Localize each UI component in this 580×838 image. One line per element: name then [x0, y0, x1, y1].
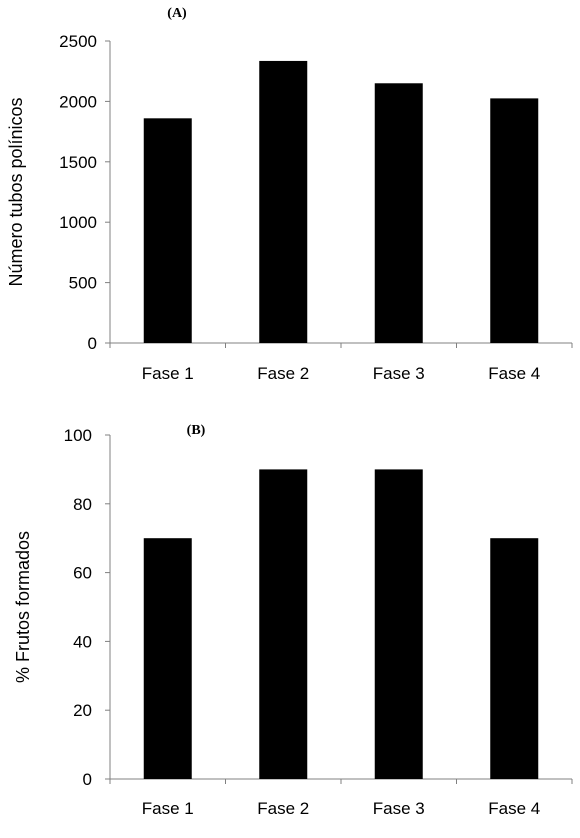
bar-fase-2: [259, 60, 308, 343]
chart-panel-a: (A) 0 500 1000 1500 2000 2500 Fase 1 Fase 2 Fase …: [6, 6, 573, 383]
y-tick-label: 100: [64, 426, 92, 445]
y-axis-title: % Frutos formados: [13, 531, 33, 683]
bar-fase-2: [259, 469, 308, 779]
bar-fase-4: [490, 538, 539, 779]
x-category-label: Fase 4: [488, 364, 540, 383]
panel-label: (B): [187, 423, 206, 438]
y-tick-label: 0: [88, 334, 97, 353]
y-tick-label: 80: [73, 495, 92, 514]
y-tick-label: 2000: [59, 92, 97, 111]
chart-panel-b: (B) 0 20 40 60 80 100 Fase 1 Fase 2 Fase 3 Fase 4%…: [13, 423, 573, 818]
y-tick-label: 40: [73, 632, 92, 651]
bar-fase-1: [143, 538, 192, 779]
bar-fase-3: [374, 83, 423, 343]
y-tick-label: 2500: [59, 32, 97, 51]
bar-fase-1: [143, 118, 192, 343]
y-tick-label: 60: [73, 564, 92, 583]
panel-label: (A): [167, 6, 187, 21]
y-tick-label: 1000: [59, 213, 97, 232]
x-category-label: Fase 3: [373, 799, 425, 818]
x-category-label: Fase 3: [373, 364, 425, 383]
y-axis-title: Número tubos polínicos: [6, 97, 26, 286]
y-tick-label: 1500: [59, 153, 97, 172]
y-tick-label: 20: [73, 701, 92, 720]
y-tick-label: 0: [83, 770, 92, 789]
x-category-label: Fase 2: [257, 364, 309, 383]
bar-fase-4: [490, 98, 539, 343]
x-category-label: Fase 1: [142, 799, 194, 818]
bar-fase-3: [374, 469, 423, 779]
y-tick-label: 500: [69, 274, 97, 293]
x-category-label: Fase 1: [142, 364, 194, 383]
x-category-label: Fase 2: [257, 799, 309, 818]
x-category-label: Fase 4: [488, 799, 540, 818]
